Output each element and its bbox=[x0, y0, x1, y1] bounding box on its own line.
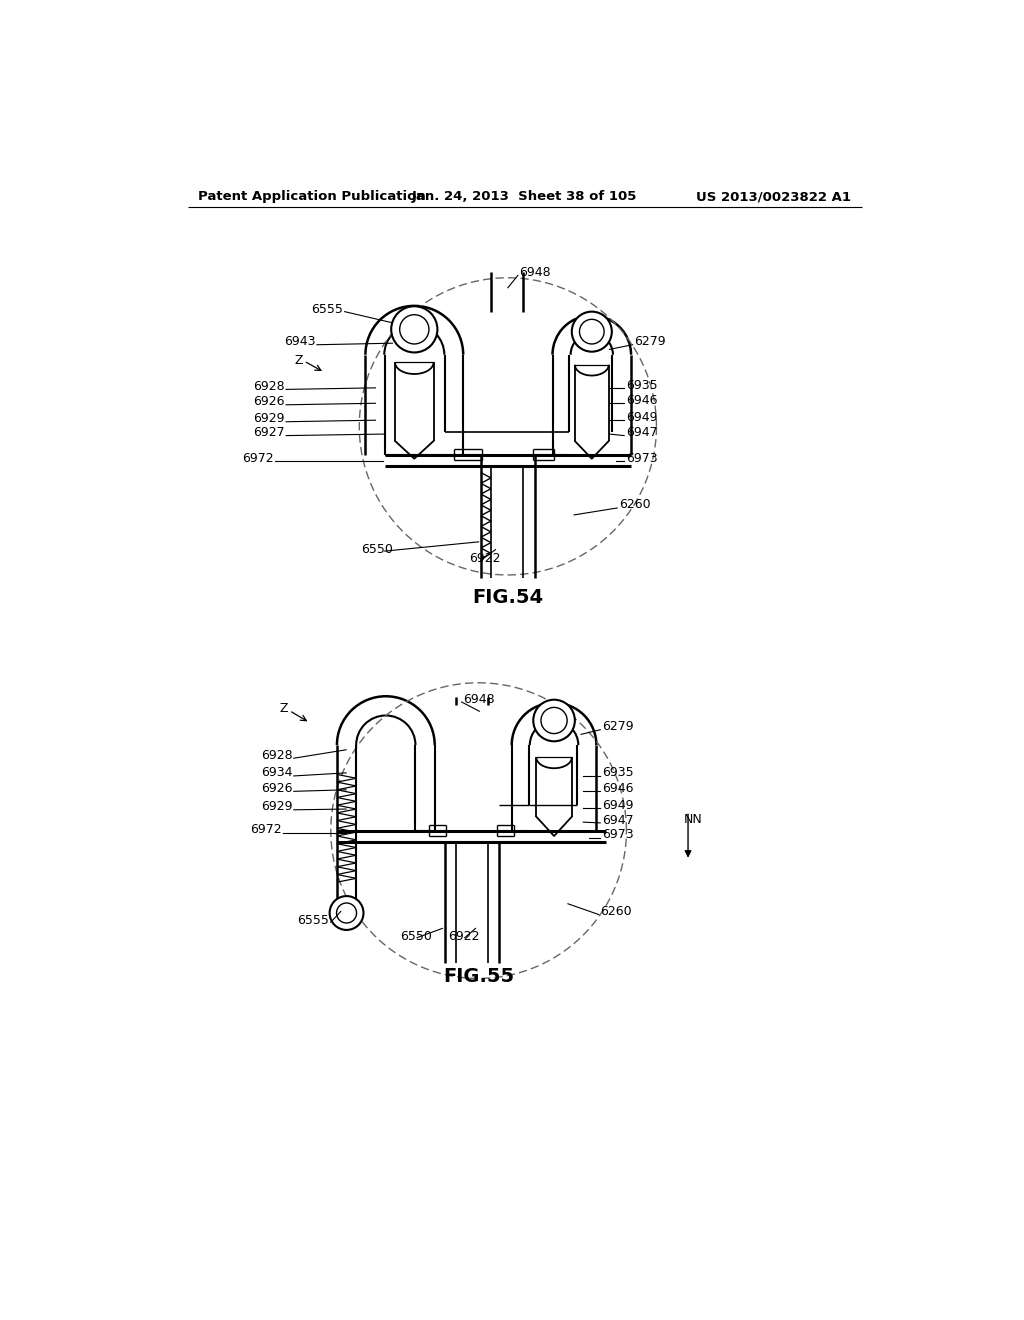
Text: NN: NN bbox=[683, 813, 702, 825]
Text: 6555: 6555 bbox=[297, 915, 330, 927]
Circle shape bbox=[330, 896, 364, 929]
Text: 6947: 6947 bbox=[626, 426, 657, 440]
Text: FIG.54: FIG.54 bbox=[472, 587, 544, 607]
Circle shape bbox=[534, 700, 574, 742]
Text: 6935: 6935 bbox=[602, 767, 634, 779]
Text: 6947: 6947 bbox=[602, 814, 634, 828]
Circle shape bbox=[571, 312, 611, 351]
Text: US 2013/0023822 A1: US 2013/0023822 A1 bbox=[696, 190, 851, 203]
Text: 6934: 6934 bbox=[261, 767, 292, 779]
Text: 6935: 6935 bbox=[626, 379, 657, 392]
Text: 6948: 6948 bbox=[518, 265, 550, 279]
Text: 6928: 6928 bbox=[261, 748, 292, 762]
Text: 6949: 6949 bbox=[602, 799, 633, 812]
Circle shape bbox=[337, 903, 356, 923]
Text: 6972: 6972 bbox=[242, 453, 273, 465]
Text: 6922: 6922 bbox=[469, 552, 501, 565]
Text: 6260: 6260 bbox=[618, 499, 650, 511]
Circle shape bbox=[541, 708, 567, 734]
Text: 6927: 6927 bbox=[253, 426, 285, 440]
Text: 6946: 6946 bbox=[626, 395, 657, 408]
Text: 6946: 6946 bbox=[602, 781, 633, 795]
Text: 6949: 6949 bbox=[626, 411, 657, 424]
Text: 6928: 6928 bbox=[253, 380, 285, 393]
Text: 6973: 6973 bbox=[626, 453, 657, 465]
Text: 6929: 6929 bbox=[253, 412, 285, 425]
Text: 6279: 6279 bbox=[634, 335, 666, 348]
Circle shape bbox=[399, 314, 429, 345]
Text: 6926: 6926 bbox=[253, 395, 285, 408]
Circle shape bbox=[391, 306, 437, 352]
Text: 6260: 6260 bbox=[600, 906, 632, 917]
Text: FIG.55: FIG.55 bbox=[443, 968, 514, 986]
Text: 6948: 6948 bbox=[463, 693, 495, 706]
Text: 6555: 6555 bbox=[311, 302, 343, 315]
Text: 6550: 6550 bbox=[361, 543, 393, 556]
Text: 6550: 6550 bbox=[400, 929, 432, 942]
Text: 6943: 6943 bbox=[284, 335, 315, 348]
Text: Jan. 24, 2013  Sheet 38 of 105: Jan. 24, 2013 Sheet 38 of 105 bbox=[412, 190, 638, 203]
Text: 6929: 6929 bbox=[261, 800, 292, 813]
Text: 6279: 6279 bbox=[602, 721, 634, 733]
Text: 6973: 6973 bbox=[602, 828, 634, 841]
Text: 6926: 6926 bbox=[261, 781, 292, 795]
Text: 6972: 6972 bbox=[250, 824, 282, 837]
Text: Patent Application Publication: Patent Application Publication bbox=[199, 190, 426, 203]
Circle shape bbox=[580, 319, 604, 345]
Text: Z: Z bbox=[280, 702, 288, 715]
Text: 6922: 6922 bbox=[447, 929, 479, 942]
Text: Z: Z bbox=[295, 354, 303, 367]
